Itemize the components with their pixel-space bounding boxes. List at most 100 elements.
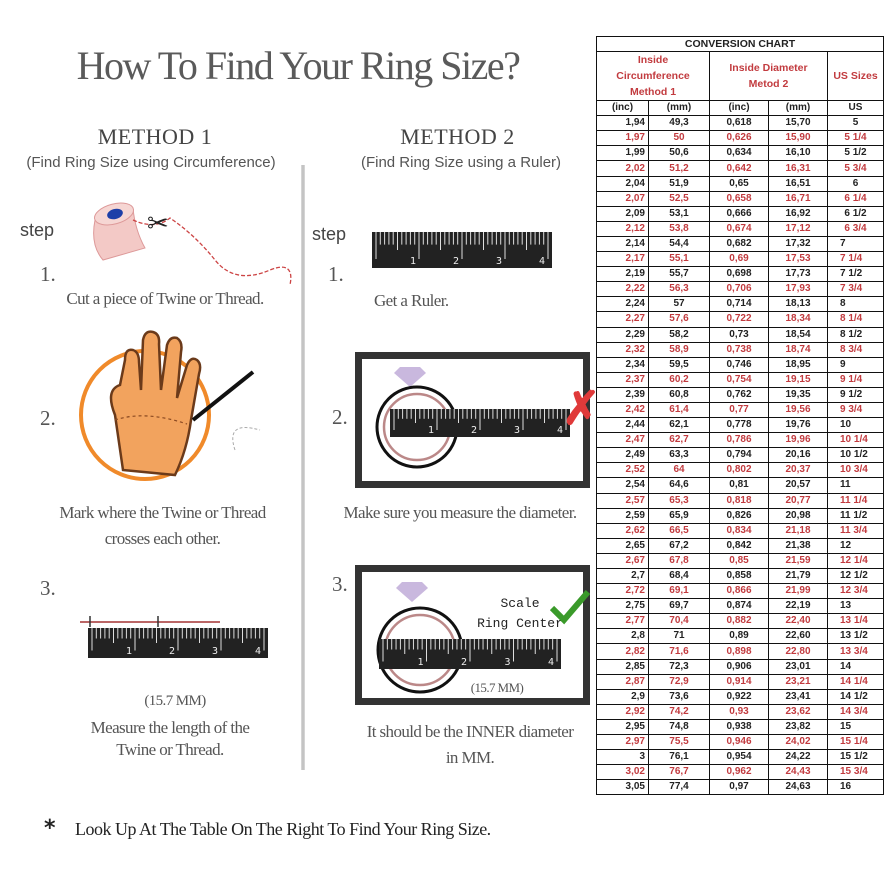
table-row: 1,99 50,6 0,634 16,10 5 1/2 xyxy=(596,145,884,162)
circumference-mm-cell: 72,9 xyxy=(648,673,710,690)
hand-measure-icon xyxy=(79,330,261,481)
diameter-mm-cell: 20,16 xyxy=(768,447,828,464)
table-row: 2,47 62,7 0,786 19,96 10 1/4 xyxy=(596,432,884,449)
table-row: 2,92 74,2 0,93 23,62 14 3/4 xyxy=(596,703,884,720)
diameter-inch-cell: 0,714 xyxy=(709,296,769,313)
circumference-mm-cell: 64,6 xyxy=(648,477,710,494)
circumference-inch-cell: 2,75 xyxy=(596,598,649,615)
unit-header: (inc) xyxy=(709,100,769,117)
circumference-inch-cell: 2,07 xyxy=(596,190,649,207)
us-size-cell: 11 3/4 xyxy=(827,522,884,539)
diameter-mm-cell: 23,62 xyxy=(768,703,828,720)
diameter-inch-cell: 0,97 xyxy=(709,779,769,796)
diameter-inch-cell: 0,77 xyxy=(709,401,769,419)
table-row: 2,85 72,3 0,906 23,01 14 xyxy=(596,658,884,675)
us-size-cell: 8 xyxy=(827,296,884,313)
table-row: 2,67 67,8 0,85 21,59 12 1/4 xyxy=(596,552,884,570)
ruler-label: 1 xyxy=(418,657,424,668)
circumference-inch-cell: 2,14 xyxy=(596,235,649,253)
us-size-cell: 12 1/2 xyxy=(827,567,884,585)
wrong-cross-icon: ✗ xyxy=(562,382,601,434)
circumference-mm-cell: 58,2 xyxy=(648,326,710,343)
ring-center-label: Ring Center xyxy=(477,616,563,631)
header-circumference-line2: Method 1 xyxy=(629,86,677,99)
table-row: 2,9 73,6 0,922 23,41 14 1/2 xyxy=(596,688,884,705)
method1-step3-line1: Measure the length of the xyxy=(90,718,250,737)
unit-header: (mm) xyxy=(768,100,828,117)
circumference-inch-cell: 2,92 xyxy=(596,703,649,720)
diameter-mm-cell: 24,43 xyxy=(768,764,828,781)
us-size-cell: 11 xyxy=(827,477,884,494)
table-row: 3 76,1 0,954 24,22 15 1/2 xyxy=(596,749,884,766)
us-size-cell: 10 3/4 xyxy=(827,462,884,479)
circumference-inch-cell: 2,87 xyxy=(596,673,649,690)
ruler-label: 1 xyxy=(126,646,132,657)
table-row: 2,37 60,2 0,754 19,15 9 1/4 xyxy=(596,371,884,388)
us-size-cell: 8 1/4 xyxy=(827,311,884,328)
diameter-inch-cell: 0,914 xyxy=(709,673,769,690)
table-row: 2,7 68,4 0,858 21,79 12 1/2 xyxy=(596,567,884,585)
diameter-mm-cell: 15,90 xyxy=(768,130,828,147)
circumference-mm-cell: 60,2 xyxy=(648,371,710,388)
diameter-mm-cell: 17,12 xyxy=(768,220,828,237)
diameter-mm-cell: 19,56 xyxy=(768,401,828,419)
diameter-mm-cell: 24,02 xyxy=(768,734,828,751)
circumference-inch-cell: 2,42 xyxy=(596,401,649,419)
diameter-mm-cell: 21,59 xyxy=(768,552,828,570)
us-size-cell: 5 1/2 xyxy=(827,145,884,162)
circumference-inch-cell: 2,49 xyxy=(596,447,649,464)
us-size-cell: 9 3/4 xyxy=(827,401,884,419)
circumference-mm-cell: 72,3 xyxy=(648,658,710,675)
circumference-mm-cell: 66,5 xyxy=(648,522,710,539)
circumference-mm-cell: 71 xyxy=(648,628,710,645)
twine-spool-icon: ✂ xyxy=(93,202,292,286)
diameter-mm-cell: 17,93 xyxy=(768,281,828,298)
circumference-mm-cell: 57,6 xyxy=(648,311,710,328)
circumference-mm-cell: 62,7 xyxy=(648,432,710,449)
circumference-inch-cell: 2,47 xyxy=(596,432,649,449)
diameter-mm-cell: 20,98 xyxy=(768,507,828,524)
table-row: 2,22 56,3 0,706 17,93 7 3/4 xyxy=(596,281,884,298)
circumference-inch-cell: 2,29 xyxy=(596,326,649,343)
diameter-inch-cell: 0,81 xyxy=(709,477,769,494)
diameter-inch-cell: 0,962 xyxy=(709,764,769,781)
diameter-inch-cell: 0,946 xyxy=(709,734,769,751)
table-row: 2,97 75,5 0,946 24,02 15 1/4 xyxy=(596,734,884,751)
diameter-mm-cell: 18,95 xyxy=(768,356,828,373)
page-title: How To Find Your Ring Size? xyxy=(76,43,521,88)
diameter-inch-cell: 0,858 xyxy=(709,567,769,585)
circumference-mm-cell: 60,8 xyxy=(648,386,710,403)
ruler-icon: 1 2 3 4 xyxy=(372,232,552,268)
us-size-cell: 7 xyxy=(827,235,884,253)
circumference-inch-cell: 2,04 xyxy=(596,175,649,192)
circumference-mm-cell: 55,1 xyxy=(648,251,710,268)
circumference-mm-cell: 54,4 xyxy=(648,235,710,253)
method2-step1-number: 1. xyxy=(328,262,344,286)
us-size-cell: 7 1/4 xyxy=(827,251,884,268)
circumference-mm-cell: 77,4 xyxy=(648,779,710,796)
us-size-cell: 5 3/4 xyxy=(827,160,884,177)
table-row: 2,49 63,3 0,794 20,16 10 1/2 xyxy=(596,447,884,464)
circumference-mm-cell: 51,2 xyxy=(648,160,710,177)
circumference-mm-cell: 76,7 xyxy=(648,764,710,781)
diameter-inch-cell: 0,826 xyxy=(709,507,769,524)
table-row: 2,12 53,8 0,674 17,12 6 3/4 xyxy=(596,220,884,237)
circumference-inch-cell: 2,72 xyxy=(596,583,649,600)
circumference-mm-cell: 65,3 xyxy=(648,492,710,509)
diameter-mm-cell: 23,82 xyxy=(768,718,828,736)
method1-step2-line1: Mark where the Twine or Thread xyxy=(59,503,266,522)
table-row: 2,14 54,4 0,682 17,32 7 xyxy=(596,235,884,253)
diameter-mm-cell: 16,92 xyxy=(768,205,828,222)
method1-step3-line2: Twine or Thread. xyxy=(116,740,224,759)
diameter-mm-cell: 21,79 xyxy=(768,567,828,585)
method1-step-label: step xyxy=(20,220,55,240)
table-row: 2,07 52,5 0,658 16,71 6 1/4 xyxy=(596,190,884,207)
circumference-inch-cell: 2,24 xyxy=(596,296,649,313)
circumference-mm-cell: 64 xyxy=(648,462,710,479)
diameter-mm-cell: 18,13 xyxy=(768,296,828,313)
diameter-inch-cell: 0,706 xyxy=(709,281,769,298)
table-row: 2,02 51,2 0,642 16,31 5 3/4 xyxy=(596,160,884,177)
circumference-mm-cell: 67,8 xyxy=(648,552,710,570)
us-size-cell: 14 1/4 xyxy=(827,673,884,690)
